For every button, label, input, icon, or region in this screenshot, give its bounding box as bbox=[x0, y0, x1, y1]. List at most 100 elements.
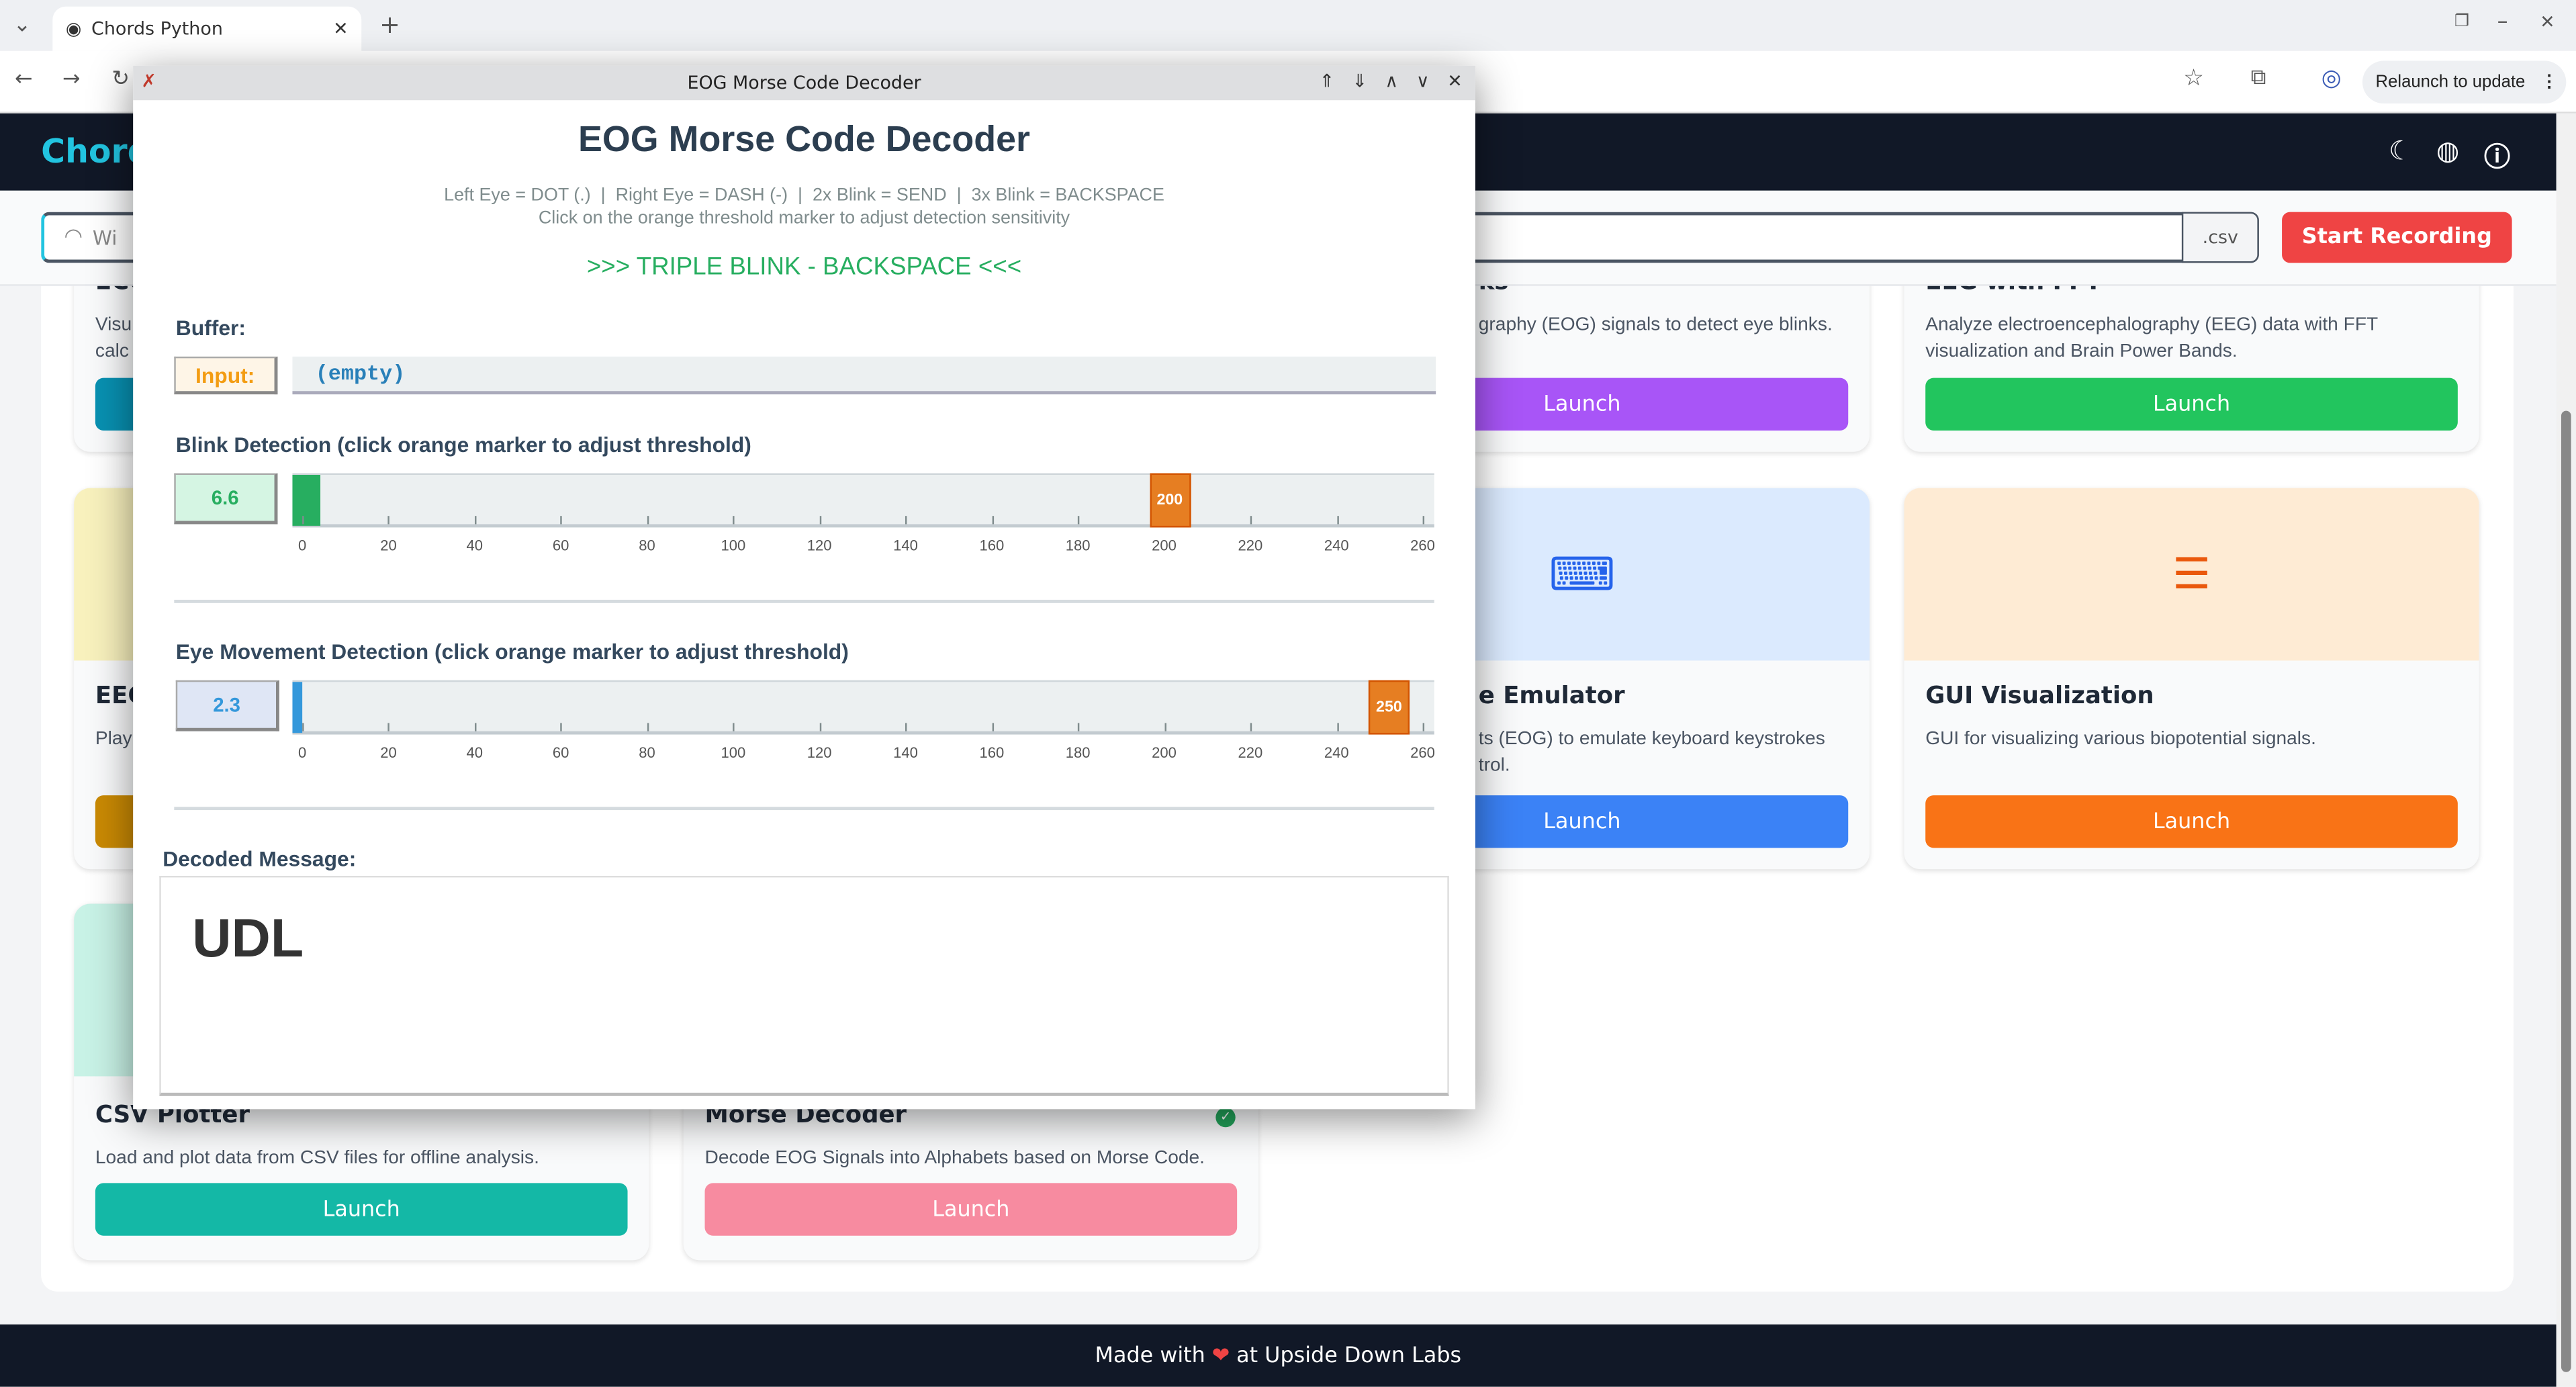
threshold-hint: Click on the orange threshold marker to … bbox=[538, 208, 1070, 229]
decoded-message-box: UDL bbox=[159, 875, 1449, 1096]
window-title: EOG Morse Code Decoder bbox=[687, 72, 921, 94]
axis-tick bbox=[1250, 723, 1252, 731]
axis-tick-label: 260 bbox=[1410, 744, 1435, 761]
axis-tick bbox=[388, 723, 390, 731]
axis-tick bbox=[302, 723, 304, 731]
browser-tab[interactable]: ◉ Chords Python ✕ bbox=[52, 6, 362, 51]
divider bbox=[174, 599, 1434, 603]
app-card: ☰ GUI Visualization GUI for visualizing va… bbox=[1904, 488, 2479, 870]
eye-movement-level-bar: 0 20 40 60 80 100 120 140 160 180 200 220 240 260 250 bbox=[292, 680, 1435, 761]
axis-tick-label: 40 bbox=[466, 744, 484, 761]
axis-tick bbox=[1250, 516, 1252, 525]
info-icon[interactable]: ⓘ bbox=[2484, 141, 2511, 173]
relaunch-button[interactable]: Relaunch to update ⋮ bbox=[2362, 60, 2567, 104]
buffer-field: (empty) bbox=[292, 356, 1436, 395]
blink-detection-label: Blink Detection (click orange marker to … bbox=[175, 432, 751, 457]
launch-button[interactable]: Launch bbox=[1925, 795, 2458, 848]
card-title: e Emulator bbox=[1478, 683, 1625, 710]
axis-tick-label: 60 bbox=[552, 537, 569, 554]
axis-tick bbox=[1336, 516, 1338, 525]
axis-tick bbox=[1336, 723, 1338, 731]
axis-tick-label: 200 bbox=[1152, 537, 1177, 554]
footer-text-pre: Made with bbox=[1095, 1343, 1205, 1368]
axis-tick-label: 140 bbox=[893, 744, 918, 761]
launch-button[interactable]: Launch bbox=[1925, 377, 2458, 431]
axis-tick bbox=[733, 723, 735, 731]
decoded-message-label: Decoded Message: bbox=[163, 846, 357, 871]
minimize-window-icon[interactable]: – bbox=[2497, 9, 2508, 35]
close-window-icon[interactable]: ✕ bbox=[2540, 11, 2555, 33]
axis-tick-label: 80 bbox=[639, 744, 655, 761]
reload-icon[interactable]: ↻ bbox=[111, 67, 130, 93]
heart-icon: ❤ bbox=[1211, 1343, 1230, 1368]
axis-tick bbox=[1422, 516, 1424, 525]
start-recording-button[interactable]: Start Recording bbox=[2282, 212, 2512, 263]
card-description: Decode EOG Signals into Alphabets based … bbox=[704, 1149, 1205, 1169]
launch-button[interactable]: Launch bbox=[704, 1183, 1238, 1236]
axis-tick-label: 220 bbox=[1238, 744, 1263, 761]
axis-tick bbox=[819, 723, 821, 731]
axis-tick-label: 240 bbox=[1324, 537, 1349, 554]
close-icon[interactable]: ✕ bbox=[1447, 71, 1463, 93]
card-description: Visu calc bbox=[95, 315, 132, 362]
axis-tick bbox=[561, 723, 563, 731]
threshold-marker[interactable]: 250 bbox=[1368, 680, 1410, 735]
axis-tick-label: 220 bbox=[1238, 537, 1263, 554]
axis-tick-label: 40 bbox=[466, 537, 484, 554]
tab-title: Chords Python bbox=[91, 17, 223, 40]
wifi-icon: ◠ bbox=[64, 225, 83, 250]
maximize-icon[interactable]: ∧ bbox=[1385, 71, 1399, 93]
card-title: GUI Visualization bbox=[1925, 683, 2154, 710]
axis-tick bbox=[1078, 516, 1080, 525]
axis-tick bbox=[905, 723, 907, 731]
github-icon[interactable]: ◍ bbox=[2436, 134, 2460, 167]
minimize-icon[interactable]: ∨ bbox=[1416, 71, 1430, 93]
bar-chart-icon: ☰ bbox=[2172, 549, 2211, 599]
extensions-icon[interactable]: ⧉ bbox=[2250, 65, 2266, 91]
axis-tick-label: 180 bbox=[1065, 537, 1091, 554]
axis-tick bbox=[1078, 723, 1080, 731]
forward-icon[interactable]: → bbox=[62, 67, 81, 93]
axis-tick-label: 160 bbox=[979, 744, 1005, 761]
tab-search-chevron-icon[interactable]: ⌄ bbox=[13, 13, 32, 38]
axis-tick bbox=[474, 516, 477, 525]
dark-mode-moon-icon[interactable]: ☾ bbox=[2389, 134, 2413, 167]
close-tab-icon[interactable]: ✕ bbox=[333, 17, 349, 40]
axis-tick bbox=[905, 516, 907, 525]
axis-tick-label: 0 bbox=[298, 744, 307, 761]
level-fill bbox=[292, 475, 321, 526]
eye-movement-value: 2.3 bbox=[175, 680, 279, 731]
axis-tick-label: 180 bbox=[1065, 744, 1091, 761]
axis-tick-label: 60 bbox=[552, 744, 569, 761]
keep-below-icon[interactable]: ⇓ bbox=[1352, 71, 1367, 93]
status-message: >>> TRIPLE BLINK - BACKSPACE <<< bbox=[586, 253, 1022, 281]
window-titlebar[interactable]: EOG Morse Code Decoder bbox=[133, 65, 1475, 101]
axis-tick-label: 100 bbox=[721, 537, 746, 554]
launch-button[interactable]: Launch bbox=[95, 1183, 628, 1236]
axis-tick-label: 140 bbox=[893, 537, 918, 554]
eye-movement-label: Eye Movement Detection (click orange mar… bbox=[175, 639, 849, 664]
csv-suffix: .csv bbox=[2181, 212, 2259, 263]
new-tab-icon[interactable]: + bbox=[379, 9, 400, 40]
axis-tick bbox=[388, 516, 390, 525]
card-description: graphy (EOG) signals to detect eye blink… bbox=[1478, 315, 1833, 336]
check-badge-icon: ✓ bbox=[1215, 1107, 1236, 1128]
axis-tick bbox=[991, 516, 994, 525]
axis-tick-label: 200 bbox=[1152, 744, 1177, 761]
axis-tick-label: 160 bbox=[979, 537, 1005, 554]
menu-kebab-icon[interactable]: ⋮ bbox=[2540, 72, 2559, 93]
axis-tick bbox=[733, 516, 735, 525]
profile-icon[interactable]: ◎ bbox=[2321, 65, 2342, 93]
app-x-icon: ✗ bbox=[141, 71, 156, 93]
scrollbar-thumb[interactable] bbox=[2561, 410, 2571, 1372]
bookmark-star-icon[interactable]: ☆ bbox=[2183, 65, 2205, 93]
tab-strip bbox=[0, 0, 2576, 51]
instructions: Left Eye = DOT (.) | Right Eye = DASH (-… bbox=[444, 185, 1164, 206]
axis-tick bbox=[302, 516, 304, 525]
axis-tick-label: 0 bbox=[298, 537, 307, 554]
back-icon[interactable]: ← bbox=[15, 67, 33, 93]
restore-window-icon[interactable]: ❐ bbox=[2454, 13, 2469, 32]
threshold-marker[interactable]: 200 bbox=[1149, 473, 1191, 528]
relaunch-label: Relaunch to update bbox=[2375, 72, 2526, 93]
keep-above-icon[interactable]: ⇑ bbox=[1319, 71, 1335, 93]
